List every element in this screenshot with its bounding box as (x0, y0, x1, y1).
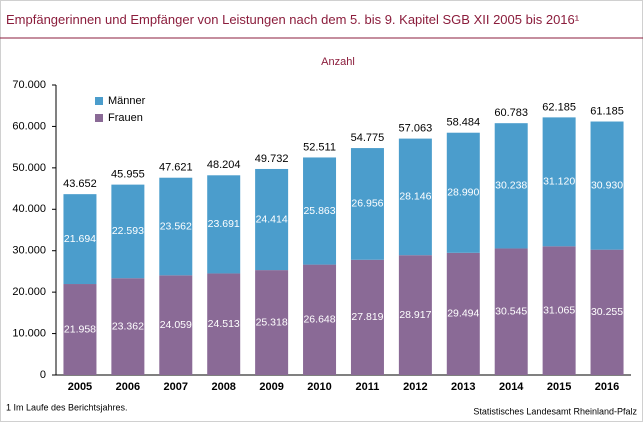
total-label: 47.621 (159, 162, 193, 174)
footnote: 1 Im Laufe des Berichtsjahres. (6, 402, 128, 412)
segment-label: 23.562 (160, 220, 192, 232)
bar-segment (350, 259, 384, 375)
segment-label: 31.065 (543, 304, 575, 316)
legend-label: Frauen (108, 112, 143, 124)
y-tick-label: 20.000 (12, 286, 46, 298)
segment-label: 23.691 (208, 218, 240, 230)
y-tick-label: 50.000 (12, 162, 46, 174)
total-label: 58.484 (446, 117, 480, 129)
y-tick-label: 10.000 (12, 327, 46, 339)
total-label: 45.955 (111, 169, 145, 181)
bar-segment (303, 157, 337, 265)
segment-label: 28.990 (447, 187, 479, 199)
segment-label: 31.120 (543, 176, 575, 188)
total-label: 52.511 (303, 141, 336, 153)
bar-segment (350, 148, 384, 260)
x-tick-label: 2015 (547, 381, 571, 393)
x-tick-label: 2009 (259, 381, 283, 393)
legend-swatch (95, 114, 103, 122)
segment-label: 30.545 (495, 306, 527, 318)
x-tick-label: 2012 (403, 381, 427, 393)
bar-segment (159, 177, 193, 276)
legend-label: Männer (108, 95, 146, 107)
bar-segment (398, 138, 432, 256)
bar-segment (446, 252, 480, 375)
segment-label: 26.648 (303, 314, 335, 326)
bar-segment (63, 284, 97, 375)
bar-segment (255, 168, 289, 271)
total-label: 61.185 (590, 105, 624, 117)
x-tick-label: 2010 (307, 381, 331, 393)
bar-segment (303, 264, 337, 375)
x-tick-label: 2014 (499, 381, 524, 393)
y-tick-label: 40.000 (12, 203, 46, 215)
bar-segment (63, 194, 97, 285)
bar-segment (207, 273, 241, 375)
y-tick-label: 0 (40, 369, 46, 381)
bar-segment (207, 175, 241, 274)
total-label: 43.652 (63, 178, 97, 190)
segment-label: 29.494 (447, 308, 479, 320)
total-label: 60.783 (494, 107, 528, 119)
bar-segment (111, 278, 145, 375)
y-tick-label: 60.000 (12, 120, 46, 132)
segment-label: 26.956 (351, 198, 383, 210)
total-label: 49.732 (255, 153, 289, 165)
source: Statistisches Landesamt Rheinland-Pfalz (473, 406, 637, 416)
bar-segment (590, 249, 624, 375)
bar-segment (111, 184, 145, 279)
segment-label: 22.593 (112, 225, 144, 237)
x-tick-label: 2013 (451, 381, 475, 393)
x-tick-label: 2005 (68, 381, 92, 393)
bar-segment (590, 121, 624, 250)
segment-label: 21.694 (64, 233, 96, 245)
y-tick-label: 30.000 (12, 245, 46, 257)
x-tick-label: 2007 (164, 381, 188, 393)
x-tick-label: 2016 (595, 381, 619, 393)
bar-segment (542, 246, 576, 375)
total-label: 57.063 (399, 123, 433, 135)
segment-label: 25.863 (303, 205, 335, 217)
segment-label: 23.362 (112, 320, 144, 332)
subtitle: Anzahl (321, 56, 355, 68)
x-tick-label: 2008 (211, 381, 235, 393)
segment-label: 30.255 (591, 306, 623, 318)
total-label: 62.185 (542, 101, 576, 113)
segment-label: 24.513 (208, 318, 240, 330)
x-tick-label: 2011 (356, 381, 380, 393)
total-label: 48.204 (207, 159, 241, 171)
bar-segment (398, 255, 432, 375)
bar-segment (494, 248, 528, 375)
segment-label: 28.146 (399, 191, 431, 203)
segment-label: 28.917 (399, 309, 431, 321)
legend-swatch (95, 97, 103, 105)
segment-label: 21.958 (64, 323, 96, 335)
total-label: 54.775 (351, 132, 385, 144)
bar-segment (542, 117, 576, 247)
segment-label: 30.238 (495, 180, 527, 192)
bar-segment (159, 275, 193, 375)
segment-label: 30.930 (591, 179, 623, 191)
bar-segment (494, 123, 528, 249)
bar-segment (255, 270, 289, 375)
segment-label: 27.819 (351, 311, 383, 323)
segment-label: 24.059 (160, 319, 192, 331)
bar-segment (446, 132, 480, 253)
chart-title: Empfängerinnen und Empfänger von Leistun… (6, 12, 580, 27)
segment-label: 24.414 (256, 213, 288, 225)
segment-label: 25.318 (256, 316, 288, 328)
y-tick-label: 70.000 (12, 79, 46, 91)
x-tick-label: 2006 (116, 381, 140, 393)
